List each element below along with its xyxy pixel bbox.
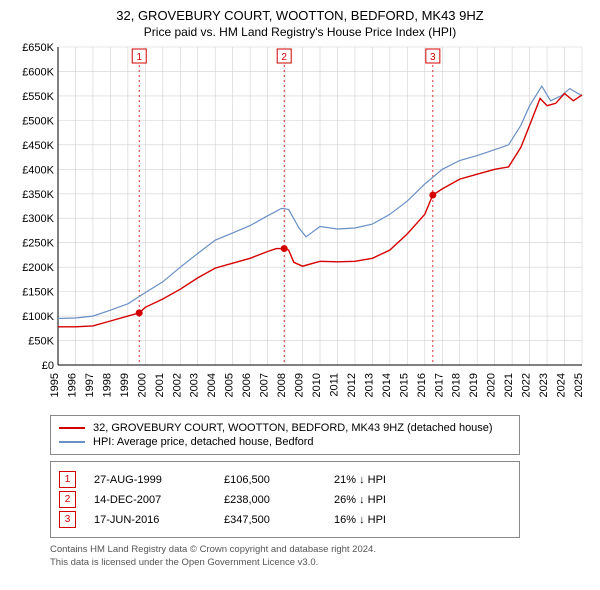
svg-text:2001: 2001: [154, 373, 166, 397]
svg-text:£500K: £500K: [22, 115, 54, 127]
sale-price: £106,500: [224, 474, 334, 486]
svg-text:£400K: £400K: [22, 164, 54, 176]
footer-line-1: Contains HM Land Registry data © Crown c…: [50, 544, 578, 557]
legend-swatch-b: [59, 441, 85, 443]
svg-text:£250K: £250K: [22, 238, 54, 250]
sale-price: £347,500: [224, 514, 334, 526]
svg-text:2021: 2021: [503, 373, 515, 397]
title-line-2: Price paid vs. HM Land Registry's House …: [10, 25, 590, 39]
sale-delta: 26% ↓ HPI: [334, 494, 444, 506]
sale-date: 17-JUN-2016: [94, 514, 224, 526]
svg-text:2007: 2007: [259, 373, 271, 397]
svg-text:2023: 2023: [538, 373, 550, 397]
sales-table: 1 27-AUG-1999 £106,500 21% ↓ HPI 2 14-DE…: [50, 461, 520, 538]
svg-text:2012: 2012: [346, 373, 358, 397]
svg-text:£50K: £50K: [28, 336, 54, 348]
svg-text:£550K: £550K: [22, 91, 54, 103]
chart: £0 £50K £100K £150K £200K £250K £300K £350K £400…: [10, 41, 590, 411]
svg-text:1999: 1999: [119, 373, 131, 397]
svg-text:2004: 2004: [206, 373, 218, 397]
svg-text:2010: 2010: [311, 373, 323, 397]
svg-text:1995: 1995: [49, 373, 61, 397]
legend-row-b: HPI: Average price, detached house, Bedf…: [59, 436, 511, 448]
svg-text:£450K: £450K: [22, 140, 54, 152]
svg-text:2016: 2016: [416, 373, 428, 397]
sale-badge: 1: [59, 471, 76, 488]
chart-svg: £0 £50K £100K £150K £200K £250K £300K £350K £400…: [10, 41, 590, 411]
sale-row: 1 27-AUG-1999 £106,500 21% ↓ HPI: [59, 471, 511, 488]
sale-row: 2 14-DEC-2007 £238,000 26% ↓ HPI: [59, 491, 511, 508]
legend-label-a: 32, GROVEBURY COURT, WOOTTON, BEDFORD, M…: [93, 422, 493, 434]
svg-text:2000: 2000: [136, 373, 148, 397]
svg-text:2025: 2025: [573, 373, 585, 397]
legend-swatch-a: [59, 427, 85, 429]
sale-badge: 2: [59, 491, 76, 508]
sale-date: 14-DEC-2007: [94, 494, 224, 506]
footer-line-2: This data is licensed under the Open Gov…: [50, 557, 578, 570]
svg-text:£650K: £650K: [22, 42, 54, 54]
svg-text:2014: 2014: [381, 373, 393, 397]
svg-text:£600K: £600K: [22, 66, 54, 78]
svg-text:£150K: £150K: [22, 287, 54, 299]
svg-text:2024: 2024: [556, 373, 568, 397]
svg-text:2011: 2011: [328, 373, 340, 397]
svg-text:2: 2: [281, 52, 287, 63]
svg-text:£350K: £350K: [22, 189, 54, 201]
container: 32, GROVEBURY COURT, WOOTTON, BEDFORD, M…: [0, 0, 600, 590]
svg-text:1998: 1998: [101, 373, 113, 397]
svg-text:£0: £0: [42, 360, 54, 372]
legend-label-b: HPI: Average price, detached house, Bedf…: [93, 436, 314, 448]
legend: 32, GROVEBURY COURT, WOOTTON, BEDFORD, M…: [50, 415, 520, 455]
svg-text:2006: 2006: [241, 373, 253, 397]
svg-text:2018: 2018: [451, 373, 463, 397]
svg-text:2008: 2008: [276, 373, 288, 397]
svg-text:£200K: £200K: [22, 262, 54, 274]
sale-price: £238,000: [224, 494, 334, 506]
svg-text:2020: 2020: [486, 373, 498, 397]
sale-date: 27-AUG-1999: [94, 474, 224, 486]
sale-delta: 16% ↓ HPI: [334, 514, 444, 526]
svg-text:3: 3: [430, 52, 436, 63]
sale-row: 3 17-JUN-2016 £347,500 16% ↓ HPI: [59, 511, 511, 528]
sale-delta: 21% ↓ HPI: [334, 474, 444, 486]
svg-text:1: 1: [136, 52, 142, 63]
svg-text:£100K: £100K: [22, 311, 54, 323]
svg-text:2022: 2022: [521, 373, 533, 397]
title-line-1: 32, GROVEBURY COURT, WOOTTON, BEDFORD, M…: [10, 8, 590, 23]
title-block: 32, GROVEBURY COURT, WOOTTON, BEDFORD, M…: [10, 8, 590, 39]
svg-text:2005: 2005: [224, 373, 236, 397]
svg-text:£300K: £300K: [22, 213, 54, 225]
legend-row-a: 32, GROVEBURY COURT, WOOTTON, BEDFORD, M…: [59, 422, 511, 434]
svg-text:2017: 2017: [433, 373, 445, 397]
svg-text:2015: 2015: [398, 373, 410, 397]
sale-badge: 3: [59, 511, 76, 528]
footer: Contains HM Land Registry data © Crown c…: [50, 544, 578, 570]
svg-text:1997: 1997: [84, 373, 96, 397]
svg-text:2013: 2013: [363, 373, 375, 397]
svg-text:2002: 2002: [171, 373, 183, 397]
svg-text:2009: 2009: [294, 373, 306, 397]
svg-text:2003: 2003: [189, 373, 201, 397]
svg-text:2019: 2019: [468, 373, 480, 397]
svg-text:1996: 1996: [66, 373, 78, 397]
